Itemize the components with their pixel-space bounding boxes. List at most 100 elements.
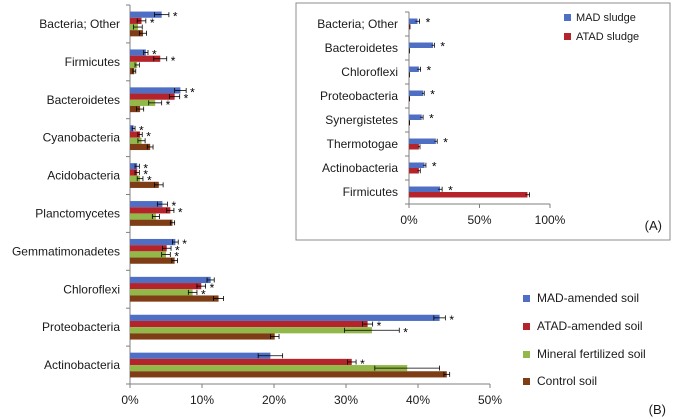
category-label-acidobacteria: Acidobacteria (47, 169, 120, 183)
legend-label-atad-amended-soil: ATAD-amended soil (537, 319, 643, 333)
bar-mineral-fertilized-soil-proteobacteria (130, 327, 372, 334)
bar-mad-amended-soil-acidobacteria (130, 163, 138, 170)
category-label-cyanobacteria: Cyanobacteria (43, 131, 121, 145)
bar-mad-amended-soil-bacteria-other (130, 11, 162, 18)
inset-category-label-bacteria-other: Bacteria; Other (317, 17, 398, 31)
inset-frame (295, 2, 671, 241)
bar-atad-amended-soil-acidobacteria (130, 169, 138, 176)
significance-marker: * (178, 205, 183, 219)
significance-marker: * (139, 123, 144, 137)
x-tick-label: 10% (190, 393, 214, 407)
bar-mad-amended-soil-chloroflexi (130, 276, 211, 284)
inset-category-label-proteobacteria: Proteobacteria (320, 89, 398, 103)
category-label-gemmatimonadetes: Gemmatimonadetes (12, 244, 120, 258)
category-label-proteobacteria: Proteobacteria (42, 320, 120, 334)
panel-label-a: (A) (645, 218, 662, 233)
legend-swatch-mineral-fertilized-soil (523, 351, 530, 358)
inset-significance-marker: * (432, 159, 437, 173)
inset-significance-marker: * (426, 15, 431, 29)
inset-significance-marker: * (440, 39, 445, 53)
legend-swatch-control-soil (523, 378, 530, 385)
bar-atad-amended-soil-proteobacteria (130, 320, 368, 328)
significance-marker: * (182, 237, 187, 251)
x-tick-label: 50% (478, 393, 502, 407)
inset-bar-mad-sludge-firmicutes (409, 186, 441, 192)
bar-control-soil-bacteria-other (130, 30, 143, 37)
significance-marker: * (184, 92, 189, 106)
inset-legend-swatch-mad-sludge (564, 14, 571, 21)
significance-marker: * (190, 85, 195, 99)
inset-x-tick-label: 100% (535, 213, 566, 227)
bar-atad-amended-soil-bacteria-other (130, 17, 142, 24)
significance-marker: * (449, 313, 454, 327)
legend-label-mineral-fertilized-soil: Mineral fertilized soil (537, 347, 646, 361)
significance-marker: * (171, 54, 176, 68)
inset-category-label-bacteroidetes: Bacteroidetes (325, 41, 398, 55)
inset-bar-mad-sludge-bacteroidetes (409, 42, 433, 48)
bar-control-soil-planctomycetes (130, 219, 173, 226)
bar-mineral-fertilized-soil-actinobacteria (130, 365, 408, 372)
inset-significance-marker: * (448, 183, 453, 197)
bar-atad-amended-soil-firmicutes (130, 55, 161, 62)
bar-atad-amended-soil-chloroflexi (130, 283, 202, 290)
inset-category-label-chloroflexi: Chloroflexi (341, 65, 398, 79)
bar-mad-amended-soil-bacteroidetes (130, 87, 181, 94)
significance-marker: * (360, 357, 365, 371)
bar-mineral-fertilized-soil-planctomycetes (130, 213, 156, 220)
bar-atad-amended-soil-planctomycetes (130, 207, 171, 214)
bar-atad-amended-soil-actinobacteria (130, 358, 352, 366)
inset-bar-mad-sludge-thermotogae (409, 138, 436, 144)
significance-marker: * (403, 325, 408, 339)
significance-marker: * (174, 249, 179, 263)
bar-mad-amended-soil-gemmatimonadetes (130, 238, 176, 246)
legend-swatch-mad-amended-soil (523, 295, 530, 302)
inset-significance-marker: * (430, 87, 435, 101)
bar-atad-amended-soil-gemmatimonadetes (130, 245, 167, 252)
bar-mad-amended-soil-firmicutes (130, 49, 146, 56)
bar-mad-amended-soil-actinobacteria (130, 352, 271, 359)
inset-bar-atad-sludge-firmicutes (409, 192, 528, 198)
bar-mineral-fertilized-soil-acidobacteria (130, 175, 141, 182)
inset-category-label-actinobacteria: Actinobacteria (322, 161, 398, 175)
inset-legend-label-atad-sludge: ATAD sludge (576, 31, 639, 43)
significance-marker: * (175, 243, 180, 257)
legend-swatch-atad-amended-soil (523, 323, 530, 330)
inset-significance-marker: * (429, 111, 434, 125)
main-chart: 0% 10% 20% 30% 40% 50%Bacteria; Other**Firmic… (12, 4, 666, 417)
category-label-actinobacteria: Actinobacteria (44, 358, 120, 372)
inset-category-label-firmicutes: Firmicutes (343, 185, 398, 199)
bar-mad-amended-soil-planctomycetes (130, 201, 163, 208)
inset-bar-mad-sludge-actinobacteria (409, 162, 425, 168)
significance-marker: * (152, 48, 157, 62)
inset-significance-marker: * (443, 135, 448, 149)
inset-x-tick-label: 0% (400, 213, 418, 227)
significance-marker: * (150, 16, 155, 30)
significance-marker: * (171, 199, 176, 213)
inset-legend-swatch-atad-sludge (564, 33, 571, 40)
inset-legend-label-mad-sludge: MAD sludge (576, 12, 636, 24)
significance-marker: * (173, 10, 178, 24)
inset-bar-atad-sludge-actinobacteria (409, 168, 419, 174)
bar-control-soil-proteobacteria (130, 333, 275, 340)
inset-bar-mad-sludge-chloroflexi (409, 66, 419, 72)
bar-control-soil-firmicutes (130, 68, 135, 75)
inset-x-tick-label: 50% (467, 213, 491, 227)
x-tick-label: 30% (334, 393, 358, 407)
inset-category-label-synergistetes: Synergistetes (325, 113, 398, 127)
bar-control-soil-chloroflexi (130, 295, 219, 302)
inset-chart: 0% 50% 100% Bacteria; Other * Bacteroidetes * C… (295, 2, 671, 241)
bar-mineral-fertilized-soil-firmicutes (130, 61, 138, 69)
inset-bar-mad-sludge-proteobacteria (409, 90, 424, 96)
significance-marker: * (166, 98, 171, 112)
x-tick-label: 40% (406, 393, 430, 407)
legend-label-control-soil: Control soil (537, 374, 597, 388)
bar-mineral-fertilized-soil-gemmatimonadetes (130, 251, 166, 258)
significance-marker: * (210, 281, 215, 295)
x-tick-label: 20% (262, 393, 286, 407)
panel-label-b: (B) (649, 402, 666, 417)
bar-mineral-fertilized-soil-bacteroidetes (130, 99, 156, 106)
bar-control-soil-bacteroidetes (130, 105, 141, 113)
bar-control-soil-cyanobacteria (130, 143, 151, 151)
bar-atad-amended-soil-cyanobacteria (130, 131, 141, 138)
